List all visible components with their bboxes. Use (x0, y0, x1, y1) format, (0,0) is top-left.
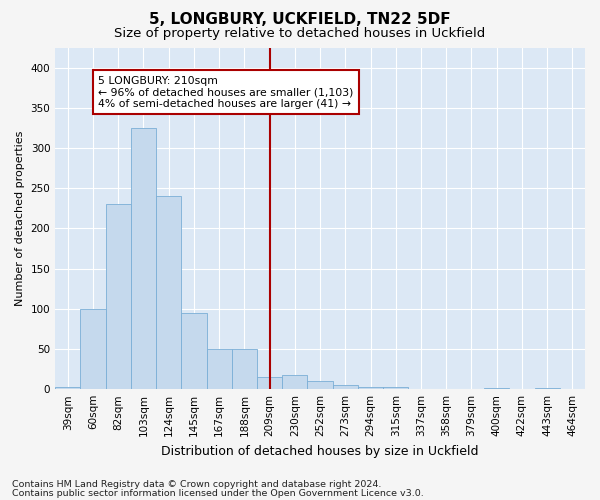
Bar (383, 387, 409, 389)
Text: Size of property relative to detached houses in Uckfield: Size of property relative to detached ho… (115, 28, 485, 40)
Bar (257, 377, 282, 389)
Bar (55, 387, 80, 389)
Bar (181, 313, 206, 389)
Bar (106, 204, 131, 389)
Text: 5 LONGBURY: 210sqm
← 96% of detached houses are smaller (1,103)
4% of semi-detac: 5 LONGBURY: 210sqm ← 96% of detached hou… (98, 76, 353, 109)
Bar (232, 349, 257, 389)
Bar (307, 381, 332, 389)
Bar (332, 385, 358, 389)
Bar (206, 349, 232, 389)
X-axis label: Distribution of detached houses by size in Uckfield: Distribution of detached houses by size … (161, 444, 479, 458)
Bar (535, 388, 560, 389)
Y-axis label: Number of detached properties: Number of detached properties (15, 130, 25, 306)
Bar (156, 196, 181, 389)
Bar (282, 374, 307, 389)
Bar (358, 387, 383, 389)
Text: Contains HM Land Registry data © Crown copyright and database right 2024.: Contains HM Land Registry data © Crown c… (12, 480, 382, 489)
Bar (131, 128, 156, 389)
Text: 5, LONGBURY, UCKFIELD, TN22 5DF: 5, LONGBURY, UCKFIELD, TN22 5DF (149, 12, 451, 28)
Bar (80, 309, 106, 389)
Text: Contains public sector information licensed under the Open Government Licence v3: Contains public sector information licen… (12, 488, 424, 498)
Bar (484, 388, 509, 389)
